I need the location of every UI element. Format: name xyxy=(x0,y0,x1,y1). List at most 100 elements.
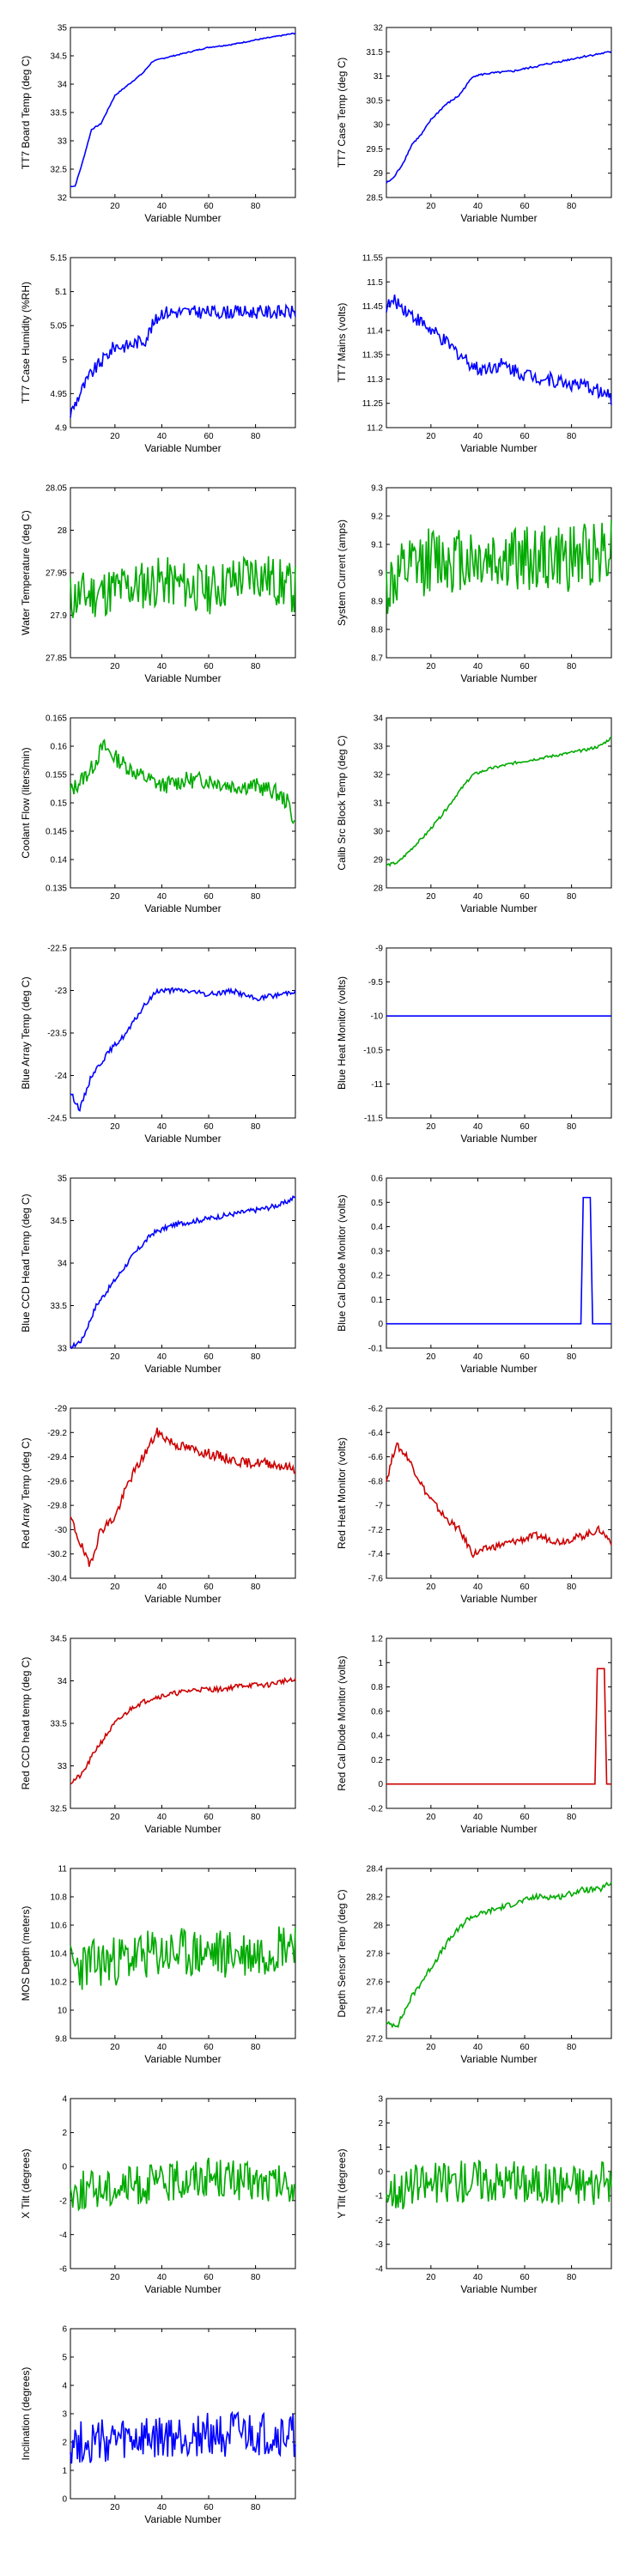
x-tick-label: 40 xyxy=(473,1813,483,1822)
x-tick-label: 40 xyxy=(473,1122,483,1132)
x-tick-label: 60 xyxy=(519,1813,530,1822)
y-tick-label: 3 xyxy=(62,2410,67,2420)
y-tick-label: 0.145 xyxy=(46,828,67,837)
y-tick-label: 1.2 xyxy=(371,1635,383,1644)
x-tick-label: 80 xyxy=(567,202,577,211)
y-tick-label: 2 xyxy=(62,2439,67,2448)
y-tick-label: -9 xyxy=(375,945,383,954)
y-tick-label: 33.5 xyxy=(51,1720,68,1729)
plot-frame xyxy=(70,2328,296,2500)
x-tick-label: 60 xyxy=(204,2043,214,2052)
y-tick-label: 31.5 xyxy=(367,48,384,58)
y-tick-label: 28 xyxy=(374,884,384,894)
y-tick-label: 30 xyxy=(374,121,384,131)
x-tick-label: 40 xyxy=(157,892,167,902)
y-tick-label: 34 xyxy=(58,81,68,90)
y-tick-label: 4.9 xyxy=(55,424,67,434)
x-tick-label: 20 xyxy=(426,2043,436,2052)
plot-frame xyxy=(386,717,612,889)
plot-frame xyxy=(386,947,612,1119)
y-tick-label: 33.5 xyxy=(51,1302,68,1311)
y-tick-label: 11.55 xyxy=(362,254,384,264)
y-tick-label: 10.6 xyxy=(51,1922,68,1931)
y-tick-label: 11.45 xyxy=(362,302,384,312)
y-tick-label: 34.5 xyxy=(51,1217,68,1226)
x-tick-label: 80 xyxy=(251,2043,261,2052)
plot-frame xyxy=(386,1177,612,1349)
y-tick-label: -0.2 xyxy=(368,1805,384,1814)
x-tick-label: 60 xyxy=(519,432,530,441)
plot-frame xyxy=(70,27,296,198)
y-tick-label: 34 xyxy=(58,1677,68,1686)
y-tick-label: 33.5 xyxy=(51,109,68,118)
x-tick-label: 40 xyxy=(473,662,483,671)
y-tick-label: 31 xyxy=(374,799,384,809)
x-tick-label: 80 xyxy=(567,1352,577,1362)
series-line xyxy=(386,519,612,614)
y-tick-label: 5.15 xyxy=(51,254,68,264)
x-tick-label: 60 xyxy=(204,2503,214,2512)
series-line xyxy=(70,1676,296,1785)
y-axis-label: System Current (amps) xyxy=(336,519,348,626)
y-tick-label: 11.25 xyxy=(362,399,384,409)
y-axis-label: Blue Array Temp (deg C) xyxy=(20,976,32,1089)
chart-panel-2: 20 40 60 80 28.5 29 29.5 30 30.5 31 31.5 32 Variable… xyxy=(336,24,612,224)
x-tick-label: 40 xyxy=(473,1583,483,1592)
series-line xyxy=(386,1196,611,1325)
y-tick-label: 0.8 xyxy=(371,1683,383,1692)
plot-frame xyxy=(70,947,296,1119)
y-tick-label: -0.1 xyxy=(368,1345,384,1354)
y-axis-label: Blue Cal Diode Monitor (volts) xyxy=(336,1194,348,1331)
y-axis-label: Calib Src Block Temp (deg C) xyxy=(336,735,348,870)
x-tick-label: 20 xyxy=(426,1813,436,1822)
y-tick-label: 5 xyxy=(62,355,67,365)
chart-panel-11: 20 40 60 80 33 33.5 34 34.5 35 Variable Number Blu… xyxy=(20,1175,296,1375)
x-tick-label: 40 xyxy=(157,1583,167,1592)
y-tick-label: 28 xyxy=(374,1922,384,1931)
x-tick-label: 60 xyxy=(204,1122,214,1132)
y-tick-label: -29 xyxy=(55,1405,68,1414)
y-tick-label: -29.8 xyxy=(47,1502,67,1511)
y-tick-label: -30.2 xyxy=(47,1550,67,1559)
x-tick-label: 80 xyxy=(567,1583,577,1592)
x-tick-label: 40 xyxy=(157,2503,167,2512)
y-tick-label: 10.4 xyxy=(51,1950,68,1959)
x-tick-label: 80 xyxy=(567,892,577,902)
plot-frame xyxy=(70,1407,296,1579)
y-tick-label: 0 xyxy=(378,1780,383,1789)
x-tick-label: 40 xyxy=(473,2273,483,2282)
y-tick-label: -2 xyxy=(375,2216,383,2226)
y-tick-label: 5.1 xyxy=(55,288,67,297)
y-tick-label: -30.4 xyxy=(47,1575,67,1584)
x-tick-label: 40 xyxy=(473,2043,483,2052)
x-axis-label: Variable Number xyxy=(144,672,221,684)
x-tick-label: 20 xyxy=(110,662,120,671)
y-tick-label: 27.9 xyxy=(51,611,68,621)
y-tick-label: 0.16 xyxy=(51,743,68,752)
x-axis-label: Variable Number xyxy=(460,2283,537,2295)
x-tick-label: 80 xyxy=(251,662,261,671)
chart-panel-3: 20 40 60 80 4.9 4.95 5 5.05 5.1 5.15 Variable Numb… xyxy=(20,254,296,454)
x-tick-label: 80 xyxy=(567,1813,577,1822)
x-tick-label: 40 xyxy=(157,2043,167,2052)
y-tick-label: -3 xyxy=(375,2240,383,2250)
x-tick-label: 20 xyxy=(426,662,436,671)
series-line xyxy=(70,2157,296,2212)
x-tick-label: 80 xyxy=(251,202,261,211)
x-tick-label: 20 xyxy=(110,2503,120,2512)
plot-frame xyxy=(386,1637,612,1809)
y-axis-label: Red Heat Monitor (volts) xyxy=(336,1437,348,1549)
x-tick-label: 60 xyxy=(204,432,214,441)
y-tick-label: -7.4 xyxy=(368,1550,384,1559)
y-tick-label: -23 xyxy=(55,987,68,996)
x-tick-label: 20 xyxy=(110,1813,120,1822)
chart-panel-12: 20 40 60 80 -0.1 0 0.1 0.2 0.3 0.4 0.5 0.6 Variable … xyxy=(336,1175,612,1375)
x-axis-label: Variable Number xyxy=(144,2283,221,2295)
y-tick-label: 11.35 xyxy=(362,351,384,361)
series-line xyxy=(70,738,296,825)
y-tick-label: 28.5 xyxy=(367,194,384,204)
plot-frame xyxy=(386,257,612,428)
x-tick-label: 60 xyxy=(519,1583,530,1592)
y-tick-label: 4 xyxy=(62,2382,67,2391)
y-tick-label: 8.8 xyxy=(371,626,383,635)
